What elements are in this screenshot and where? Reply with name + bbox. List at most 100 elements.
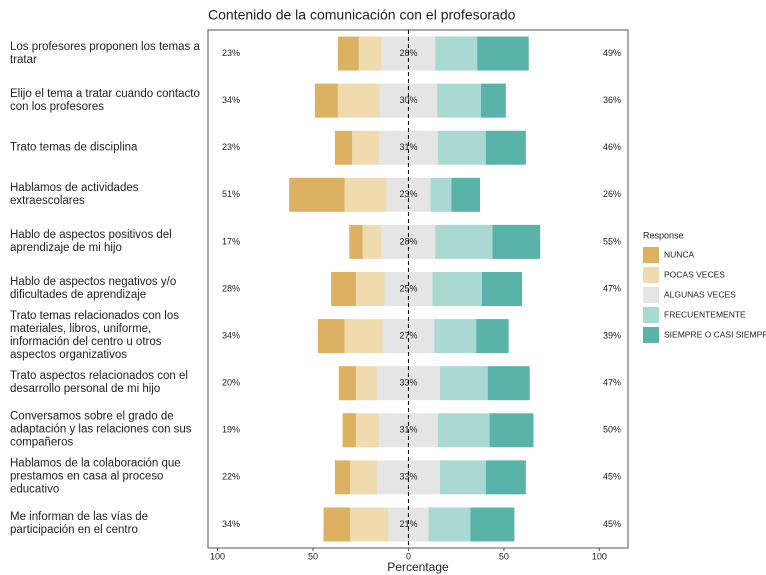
bar-segment [334,460,351,495]
bar-segment [355,413,379,448]
bar-segment [470,507,515,542]
legend-label: SIEMPRE O CASI SIEMPRE [664,329,766,339]
legend-label: FRECUENTEMENTE [664,309,746,319]
low-label: 34% [222,519,240,529]
category-label: Trato aspectos relacionados con el desar… [10,370,188,396]
bar-segment [289,177,345,212]
low-label: 22% [222,472,240,482]
category-label: Me informan de las vías de participación… [10,511,149,537]
neutral-label: 31% [399,142,417,152]
legend-swatch [643,287,659,303]
x-tick-label: 50 [499,551,509,561]
bar-segment [489,413,534,448]
bar-segment [434,319,477,354]
category-label: Hablamos de la colaboración que prestamo… [10,457,181,496]
low-label: 34% [222,330,240,340]
bar-segment [314,83,338,118]
high-label: 47% [603,378,621,388]
low-label: 51% [222,189,240,199]
bar-segment [451,177,481,212]
bar-segment [481,83,506,118]
legend-swatch [643,327,659,343]
legend-title: Response [643,230,684,240]
bar-segment [337,36,359,71]
bar-segment [435,36,478,71]
high-label: 47% [603,283,621,293]
bar-segment [362,224,382,259]
bar-segment [432,272,482,306]
bar-segment [350,460,377,495]
low-label: 17% [222,236,240,246]
bar-segment [323,507,351,542]
low-label: 20% [222,378,240,388]
category-label: Hablo de aspectos negativos y/o dificult… [10,276,177,301]
low-label: 23% [222,142,240,152]
high-label: 55% [603,236,621,246]
x-tick-label: 50 [308,551,318,561]
bar-segment [317,319,345,354]
category-label: Hablamos de actividades extraescolares [10,181,139,207]
bar-segment [481,272,523,306]
low-label: 28% [222,283,240,293]
low-label: 23% [222,48,240,58]
bar-segment [476,319,509,354]
bar-segment [337,83,380,118]
bar-segment [485,460,526,495]
legend-label: POCAS VECES [664,269,725,279]
bar-segment [358,36,382,71]
neutral-label: 33% [399,472,417,482]
plot-frame [207,29,629,549]
neutral-label: 25% [399,283,417,293]
high-label: 49% [603,48,621,58]
low-label: 19% [222,425,240,435]
legend-label: ALGUNAS VECES [664,289,736,299]
bar-segment [344,319,383,354]
legend-swatch [643,247,659,263]
high-label: 46% [603,142,621,152]
x-tick-label: 100 [592,551,607,561]
neutral-label: 27% [399,330,417,340]
bar-segment [338,366,356,401]
bar-segment [435,224,493,259]
category-label: Elijo el tema a tratar cuando contacto c… [10,87,200,113]
high-label: 36% [603,95,621,105]
bar-segment [350,507,389,542]
legend-label: NUNCA [664,249,695,259]
chart-title: Contenido de la comunicación con el prof… [208,7,516,23]
bar-segment [485,130,526,165]
bar-segment [352,130,379,165]
high-label: 50% [603,425,621,435]
bar-segment [331,272,356,306]
category-label: Hablo de aspectos positivos del aprendiz… [10,228,172,254]
category-label: Los profesores proponen los temas a trat… [10,40,200,66]
legend-swatch [643,267,659,283]
bar-segment [355,366,377,401]
bar-segment [342,413,356,448]
bar-segment [438,130,486,165]
high-label: 39% [603,330,621,340]
x-axis-label: Percentage [387,560,449,574]
bar-segment [344,177,387,212]
bar-segment [438,413,490,448]
bar-segment [439,460,486,495]
high-label: 26% [603,189,621,199]
bar-segment [355,272,385,306]
bar-segment [428,507,471,542]
bar-segment [334,130,353,165]
x-tick-label: 0 [406,551,411,561]
x-tick-label: 100 [210,551,225,561]
category-label: Trato temas de disciplina [10,141,138,154]
bar-segment [437,83,481,118]
bar-segment [492,224,541,259]
high-label: 45% [603,472,621,482]
legend-swatch [643,307,659,323]
category-label: Trato temas relacionados con los materia… [10,310,179,362]
bar-segment [477,36,529,71]
bar-segment [430,177,452,212]
bar-segment [349,224,363,259]
high-label: 45% [603,519,621,529]
bar-segment [487,366,530,401]
category-label: Conversamos sobre el grado de adaptación… [10,410,192,449]
